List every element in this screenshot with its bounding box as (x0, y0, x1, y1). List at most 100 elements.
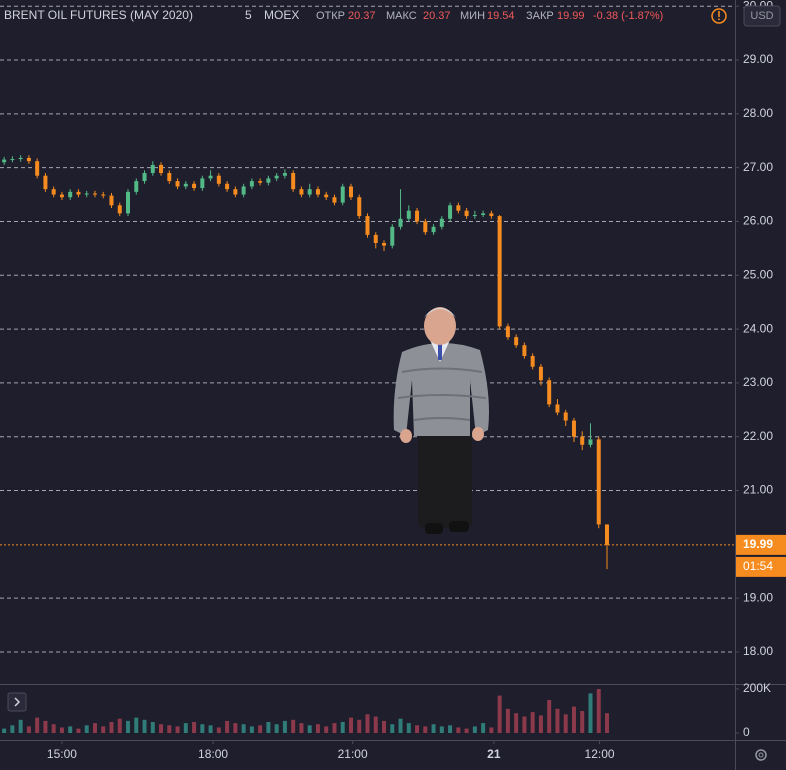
volume-bar (241, 724, 246, 733)
candle-body (208, 175, 213, 179)
candle-body (538, 366, 543, 381)
volume-bar (431, 724, 436, 733)
candle-body (398, 218, 403, 227)
y-tick-label: 22.00 (743, 429, 773, 443)
y-tick-label: 25.00 (743, 267, 773, 281)
close-label: ЗАКР (526, 10, 554, 22)
x-tick-label: 21 (487, 747, 501, 761)
candle-body (365, 216, 370, 235)
volume-bar (307, 725, 312, 733)
candle-body (332, 197, 337, 203)
volume-bar (497, 695, 502, 733)
volume-bar (365, 714, 370, 733)
volume-bar (208, 725, 213, 733)
candle-body (233, 189, 238, 195)
volume-bar (464, 728, 469, 733)
volume-bar (398, 718, 403, 733)
candle-body (216, 175, 221, 184)
last-price-label: 19.99 (743, 537, 773, 551)
volume-bar (373, 716, 378, 733)
y-tick-label: 28.00 (743, 106, 773, 120)
candle-body (43, 175, 48, 190)
candle-body (373, 234, 378, 243)
volume-bar (225, 720, 230, 733)
candle-body (357, 197, 362, 217)
volume-bar (35, 717, 40, 733)
y-tick-label: 27.00 (743, 160, 773, 174)
volume-tick-label: 0 (743, 725, 750, 739)
volume-bar (126, 720, 131, 733)
y-tick-label: 24.00 (743, 321, 773, 335)
volume-bar (101, 726, 106, 733)
collapse-button[interactable] (7, 692, 27, 712)
volume-bar (134, 717, 139, 733)
candle-body (406, 210, 411, 219)
volume-bar (448, 725, 453, 733)
candle-body (117, 205, 122, 214)
volume-bar (472, 726, 477, 733)
settings-icon[interactable] (755, 749, 767, 761)
volume-bar (514, 713, 519, 733)
candle-body (92, 193, 97, 195)
candle-body (126, 191, 131, 214)
candle-body (76, 191, 81, 195)
volume-bar (249, 726, 254, 733)
volume-bar (192, 722, 197, 733)
volume-bar (357, 719, 362, 733)
volume-bar (588, 693, 593, 733)
candle-body (431, 226, 436, 233)
volume-bar (159, 724, 164, 733)
candle-body (249, 181, 254, 187)
candle-body (382, 242, 387, 246)
change: -0.38 (-1.87%) (593, 10, 663, 22)
candle-body (505, 326, 510, 338)
volume-bar (92, 723, 97, 733)
candle-body (59, 194, 64, 198)
exchange: MOEX (264, 8, 299, 22)
candle-body (258, 181, 263, 183)
volume-bar (580, 711, 585, 733)
volume-bar (324, 726, 329, 733)
title: BRENT OIL FUTURES (MAY 2020) (4, 8, 193, 22)
collapse-arrow (14, 697, 21, 707)
currency: USD (750, 10, 773, 22)
x-tick-label: 21:00 (338, 747, 368, 761)
volume-bar (84, 725, 89, 733)
candle-body (84, 193, 89, 195)
alert-icon[interactable] (711, 8, 727, 24)
y-tick-label: 26.00 (743, 214, 773, 228)
last-price-tag (736, 534, 786, 555)
volume-bar (266, 722, 271, 733)
volume-bar (555, 708, 560, 733)
candle-body (456, 205, 461, 211)
volume-bar (489, 727, 494, 733)
candle-body (241, 186, 246, 195)
volume-bar (456, 727, 461, 733)
candle-body (481, 213, 486, 215)
candle-body (563, 412, 568, 421)
volume-bar (604, 713, 609, 733)
volume-bar (183, 723, 188, 733)
candle-body (109, 195, 114, 206)
candle-body (580, 436, 585, 445)
volume-bar (150, 722, 155, 733)
volume-bar (233, 723, 238, 733)
volume-bar (200, 724, 205, 733)
candle-body (101, 194, 106, 196)
volume-bar (68, 726, 73, 733)
candle-body (192, 183, 197, 189)
volume-bar (142, 719, 147, 733)
currency-button[interactable] (743, 5, 781, 27)
volume-bar (216, 727, 221, 733)
candle-body (315, 189, 320, 195)
countdown-tag (736, 556, 786, 577)
candle-body (2, 159, 7, 163)
candle-body (307, 189, 312, 195)
candle-body (274, 175, 279, 179)
candle-body (497, 216, 502, 327)
volume-bar (167, 725, 172, 733)
candle-body (448, 205, 453, 219)
volume-bar (10, 725, 15, 733)
candle-body (530, 355, 535, 367)
